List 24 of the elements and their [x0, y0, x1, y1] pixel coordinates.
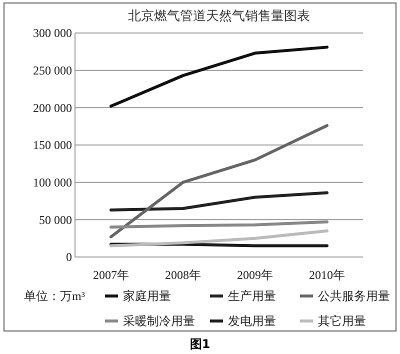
legend-label: 家庭用量	[123, 289, 171, 304]
line-series	[110, 229, 328, 248]
y-tick-label: 150 000	[33, 138, 72, 152]
y-tick-label: 300 000	[33, 26, 72, 40]
line-series	[110, 124, 328, 238]
x-tick-label: 2010年	[309, 268, 345, 282]
y-tick-label: 200 000	[33, 100, 72, 115]
legend-label: 公共服务用量	[318, 289, 390, 304]
text: 单位：万m³	[24, 289, 86, 303]
line-series	[110, 191, 328, 212]
y-tick-label: 100 000	[33, 176, 72, 190]
x-tick-label: 2009年	[237, 268, 273, 282]
y-tick-label: 250 000	[33, 64, 72, 78]
chart-title: 北京燃气管道天然气销售量图表	[128, 8, 310, 23]
legend-label: 发电用量	[228, 314, 276, 328]
legend-label: 采暖制冷用量	[123, 314, 195, 328]
caption: 图1	[190, 337, 210, 351]
line-series	[110, 46, 328, 108]
x-tick-label: 2007年	[93, 268, 129, 282]
x-tick-label: 2008年	[165, 268, 201, 282]
legend-label: 生产用量	[228, 289, 276, 304]
y-tick-label: 50 000	[39, 212, 72, 227]
y-tick-label: 0	[66, 250, 72, 264]
legend-label: 其它用量	[318, 314, 366, 328]
